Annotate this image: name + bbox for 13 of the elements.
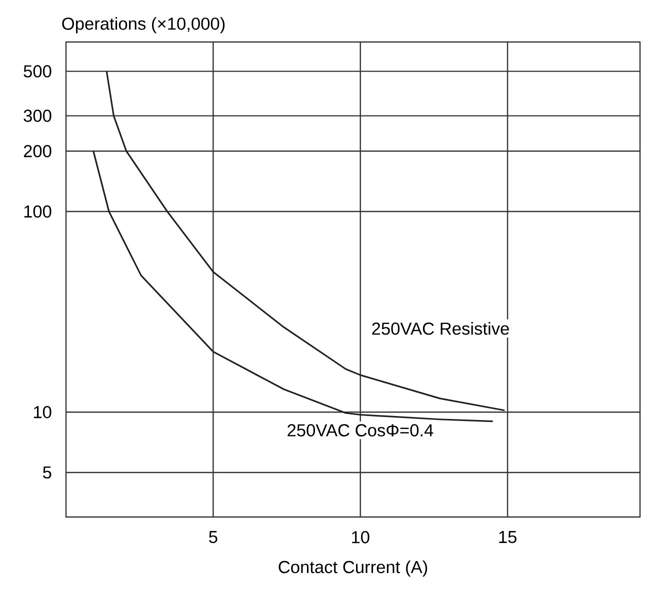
x-axis-title: Contact Current (A) xyxy=(278,560,428,577)
x-tick-label: 10 xyxy=(352,531,370,544)
y-tick-label: 500 xyxy=(24,65,52,78)
y-tick-label: 300 xyxy=(24,110,52,122)
y-tick-label: 10 xyxy=(34,406,52,418)
y-tick-label: 200 xyxy=(24,144,52,158)
series-label: 250VAC CosΦ=0.4 xyxy=(288,424,434,436)
x-tick-label: 5 xyxy=(209,531,218,544)
y-tick-label: 5 xyxy=(43,466,52,479)
y-axis-title: Operations (×10,000) xyxy=(62,17,225,34)
text: 250VAC Resistive xyxy=(372,322,509,335)
x-tick-label: 15 xyxy=(499,531,516,544)
y-tick-label: 100 xyxy=(24,205,52,218)
